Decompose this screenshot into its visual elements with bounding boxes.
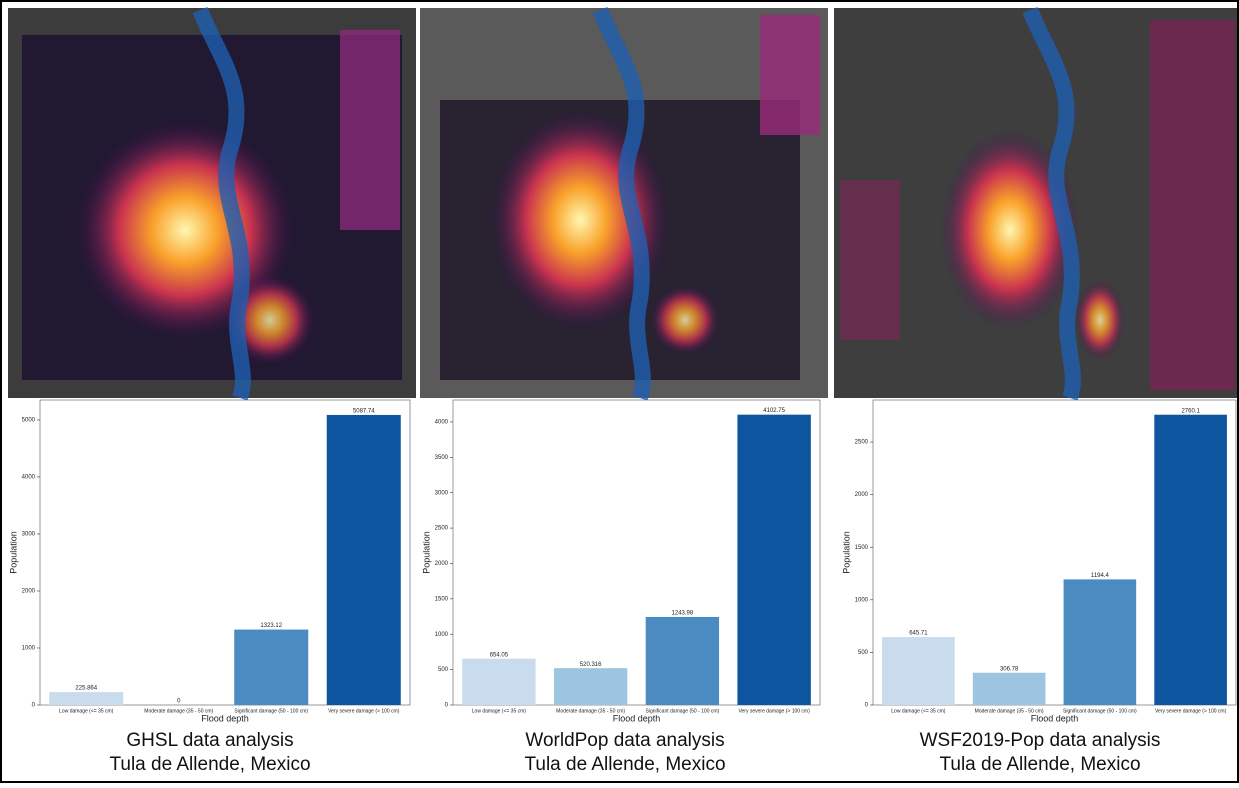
y-tick-label: 4000 <box>22 475 36 481</box>
y-tick-label: 3500 <box>435 455 449 461</box>
bar <box>49 692 123 705</box>
x-tick-label: Low damage (<= 35 cm) <box>891 708 946 714</box>
x-axis-label: Flood depth <box>201 713 249 723</box>
y-tick-label: 2000 <box>435 561 449 567</box>
bar <box>1064 579 1137 705</box>
value-label: 225.864 <box>75 686 97 692</box>
caption-title: WSF2019-Pop data analysis <box>920 730 1161 751</box>
y-tick-label: 500 <box>438 667 449 673</box>
y-tick-label: 2500 <box>855 440 869 446</box>
y-tick-label: 3000 <box>435 490 449 496</box>
value-label: 1194.4 <box>1091 573 1110 579</box>
x-tick-label: Low damage (<= 35 cm) <box>472 708 527 714</box>
x-tick-label: Very severe damage (> 100 cm) <box>328 708 400 714</box>
y-tick-label: 5000 <box>22 418 36 424</box>
y-axis-label: Population <box>421 531 431 574</box>
x-tick-label: Low damage (<= 35 cm) <box>59 708 114 714</box>
bar <box>462 659 535 705</box>
x-tick-label: Very severe damage (> 100 cm) <box>1155 708 1227 714</box>
value-label: 5087.74 <box>353 409 375 415</box>
y-tick-label: 1000 <box>22 646 36 652</box>
bar <box>646 617 719 705</box>
x-axis-label: Flood depth <box>1031 713 1079 723</box>
y-tick-label: 1500 <box>855 545 869 551</box>
value-label: 645.71 <box>909 631 928 637</box>
caption-title: GHSL data analysis <box>126 730 293 751</box>
y-tick-label: 1000 <box>855 597 869 603</box>
map-worldpop <box>420 8 828 398</box>
y-tick-label: 1000 <box>435 632 449 638</box>
y-tick-label: 2000 <box>855 492 869 498</box>
value-label: 1323.12 <box>260 623 282 629</box>
caption-subtitle: Tula de Allende, Mexico <box>109 754 310 775</box>
y-tick-label: 2500 <box>435 526 449 532</box>
y-tick-label: 4000 <box>435 420 449 426</box>
value-label: 4102.75 <box>763 408 785 414</box>
value-label: 1243.98 <box>672 611 694 617</box>
bar <box>737 415 810 705</box>
bar <box>1154 415 1227 705</box>
y-tick-label: 3000 <box>22 532 36 538</box>
bar <box>234 630 308 705</box>
bar <box>882 637 955 705</box>
y-axis-label: Population <box>8 531 18 574</box>
bar <box>973 673 1046 705</box>
value-label: 2760.1 <box>1181 408 1200 414</box>
figure: 010002000300040005000225.864Low damage (… <box>0 0 1239 783</box>
x-tick-label: Very severe damage (> 100 cm) <box>738 708 810 714</box>
value-label: 654.05 <box>490 652 509 658</box>
y-tick-label: 2000 <box>22 589 36 595</box>
bar <box>327 415 401 705</box>
caption-title: WorldPop data analysis <box>525 730 724 751</box>
value-label: 306.78 <box>1000 666 1019 672</box>
value-label: 520.316 <box>580 662 602 668</box>
y-axis-label: Population <box>841 531 851 574</box>
x-axis-label: Flood depth <box>613 713 661 723</box>
bar <box>554 668 627 705</box>
y-tick-label: 500 <box>858 650 869 656</box>
y-tick-label: 1500 <box>435 596 449 602</box>
caption-subtitle: Tula de Allende, Mexico <box>524 754 725 775</box>
caption-subtitle: Tula de Allende, Mexico <box>939 754 1140 775</box>
map-ghsl <box>8 8 416 398</box>
map-wsf <box>834 8 1237 398</box>
